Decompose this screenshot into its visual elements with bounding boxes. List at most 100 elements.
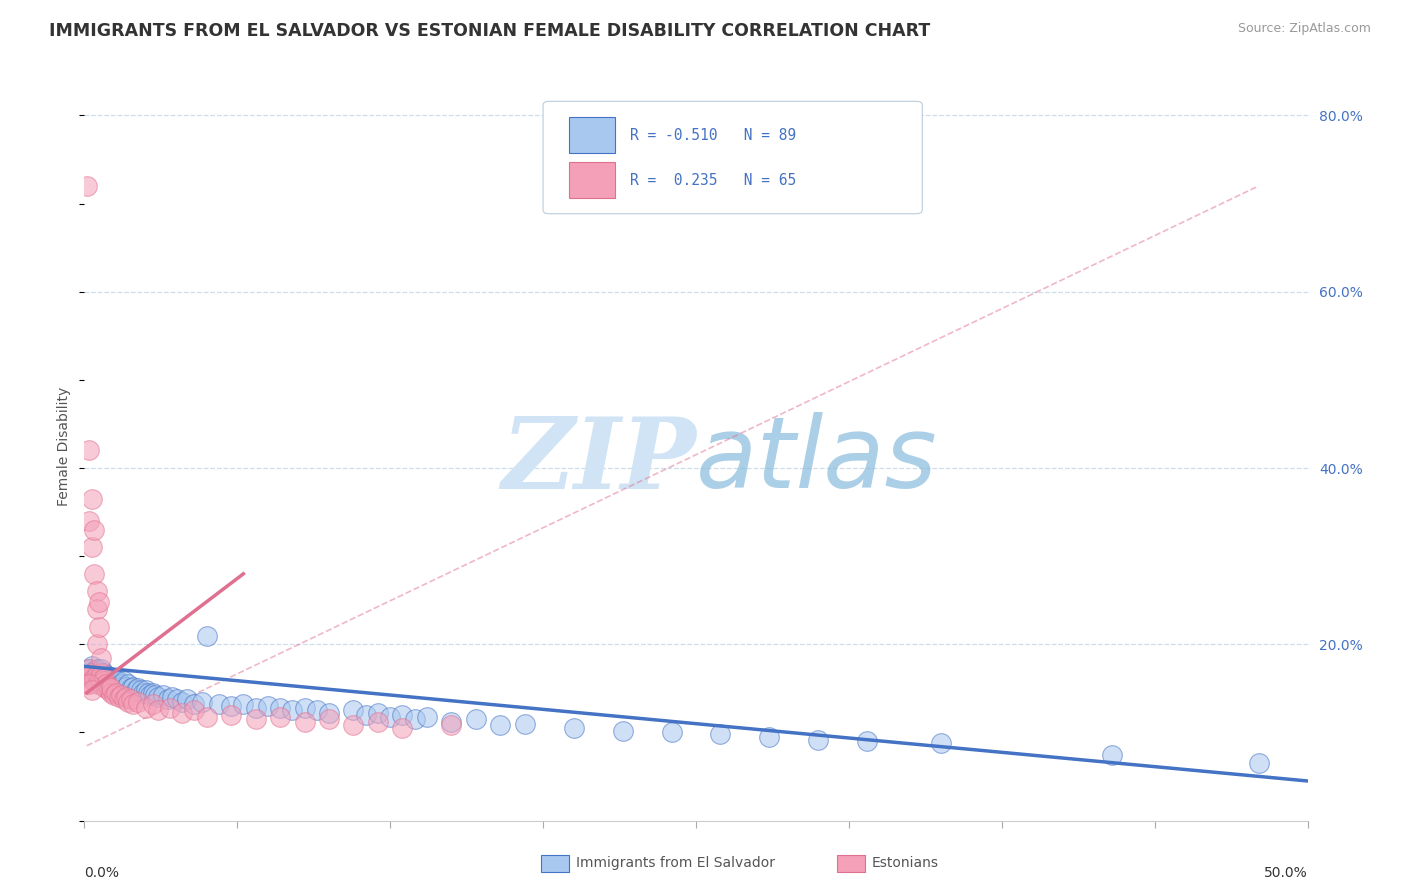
Point xyxy=(86,637,108,651)
Point xyxy=(612,723,634,738)
Point xyxy=(195,709,218,723)
Point xyxy=(183,698,205,712)
Point xyxy=(115,690,138,705)
Point xyxy=(709,727,731,741)
Point xyxy=(156,692,179,706)
Point xyxy=(562,721,585,735)
Point xyxy=(77,668,100,682)
Point xyxy=(318,706,340,720)
Point xyxy=(1247,756,1270,771)
Point xyxy=(135,701,157,715)
Point xyxy=(103,671,125,685)
Point xyxy=(166,692,188,706)
Point xyxy=(142,698,165,712)
Point xyxy=(245,712,267,726)
Point xyxy=(100,673,122,687)
Point xyxy=(83,673,105,687)
Point xyxy=(195,628,218,642)
Point xyxy=(110,677,132,691)
Point xyxy=(103,689,125,703)
Point xyxy=(139,689,162,703)
Point xyxy=(281,703,304,717)
Point xyxy=(90,668,112,682)
Point xyxy=(162,690,184,705)
Point xyxy=(391,707,413,722)
Point xyxy=(87,664,110,678)
Point xyxy=(83,566,105,581)
Point xyxy=(76,664,98,678)
Point xyxy=(80,665,103,680)
Point xyxy=(80,659,103,673)
Point xyxy=(110,680,132,694)
Point xyxy=(110,689,132,703)
Point xyxy=(86,662,108,676)
Point xyxy=(105,686,128,700)
Point xyxy=(90,673,112,687)
Point xyxy=(80,683,103,698)
FancyBboxPatch shape xyxy=(569,117,616,153)
Point xyxy=(176,692,198,706)
Point xyxy=(86,668,108,682)
Point xyxy=(159,701,181,715)
Point xyxy=(76,668,98,682)
Point xyxy=(86,677,108,691)
Point xyxy=(103,674,125,689)
Point xyxy=(367,714,389,729)
Point xyxy=(90,677,112,691)
Point xyxy=(96,681,118,696)
Point xyxy=(136,686,159,700)
Point xyxy=(87,665,110,680)
Point xyxy=(77,514,100,528)
Point xyxy=(83,671,105,685)
Point xyxy=(97,671,120,685)
Point xyxy=(152,689,174,703)
FancyBboxPatch shape xyxy=(543,102,922,214)
Point xyxy=(219,707,242,722)
Point xyxy=(120,692,142,706)
Point xyxy=(86,584,108,599)
Y-axis label: Female Disability: Female Disability xyxy=(58,386,72,506)
Point xyxy=(269,701,291,715)
Point xyxy=(83,668,105,682)
Point xyxy=(129,683,152,698)
Point xyxy=(513,716,536,731)
Point xyxy=(96,673,118,687)
Point xyxy=(758,730,780,744)
Point xyxy=(122,698,145,712)
Point xyxy=(404,712,426,726)
Point xyxy=(76,178,98,193)
Point xyxy=(100,677,122,691)
Text: Immigrants from El Salvador: Immigrants from El Salvador xyxy=(576,856,776,871)
Point xyxy=(929,736,952,750)
Point xyxy=(416,709,439,723)
Point xyxy=(115,680,138,694)
Point xyxy=(86,602,108,616)
Point xyxy=(77,677,100,691)
Text: R =  0.235   N = 65: R = 0.235 N = 65 xyxy=(630,172,796,187)
Point xyxy=(464,712,486,726)
Point xyxy=(245,701,267,715)
Point xyxy=(93,674,115,689)
Point xyxy=(87,620,110,634)
Point xyxy=(120,681,142,696)
Point xyxy=(90,650,112,665)
Point xyxy=(87,671,110,685)
Point xyxy=(107,690,129,705)
Point xyxy=(112,692,135,706)
Point xyxy=(90,665,112,680)
Point xyxy=(342,703,364,717)
Point xyxy=(380,709,402,723)
Point xyxy=(80,491,103,506)
Point xyxy=(100,681,122,696)
Point xyxy=(257,699,280,714)
Point xyxy=(232,698,254,712)
Point xyxy=(96,677,118,691)
Point xyxy=(294,701,316,715)
Point xyxy=(172,706,194,720)
Point xyxy=(86,665,108,680)
Text: atlas: atlas xyxy=(696,412,938,509)
Point xyxy=(146,703,169,717)
Point xyxy=(112,674,135,689)
Point xyxy=(97,674,120,689)
Point xyxy=(318,712,340,726)
